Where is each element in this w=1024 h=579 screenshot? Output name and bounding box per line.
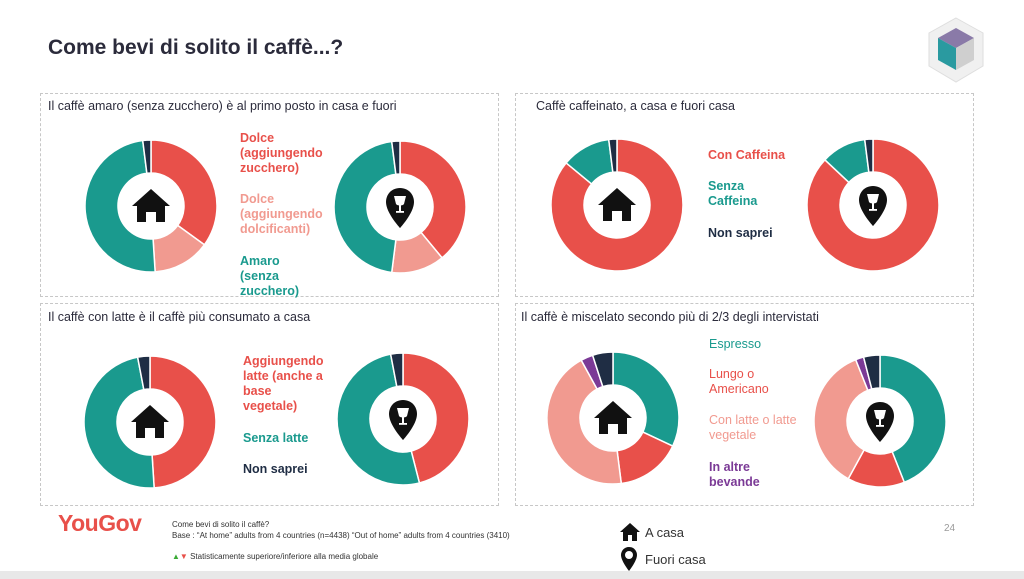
- legend-item: Con latte o latte vegetale: [709, 413, 797, 442]
- panel-caffeine: [515, 93, 974, 297]
- donut-slice: [150, 139, 218, 246]
- significance-text: Statisticamente superiore/inferiore alla…: [187, 552, 379, 561]
- key-away-label: Fuori casa: [645, 552, 706, 567]
- donut-home: [83, 355, 217, 489]
- donut-home: [84, 139, 218, 273]
- location-pin-icon: [859, 186, 887, 226]
- legend-item: Senza Caffeina: [708, 179, 758, 208]
- home-icon: [594, 401, 632, 434]
- yougov-logo: YouGov: [58, 510, 142, 536]
- donut-slice: [550, 138, 684, 272]
- home-icon: [132, 189, 170, 222]
- page-number: 24: [944, 523, 956, 534]
- donut-slice: [83, 356, 155, 489]
- panel-title-sweetness: Il caffè amaro (senza zucchero) è al pri…: [48, 99, 397, 113]
- donut-slice: [806, 138, 940, 272]
- donut-slice: [607, 138, 618, 174]
- donut-slice: [333, 140, 397, 274]
- legend-item: Senza latte: [243, 431, 309, 445]
- donut-slice: [141, 139, 152, 175]
- page-title: Come bevi di solito il caffè...?: [48, 36, 344, 59]
- donut-slice: [136, 355, 151, 391]
- home-icon: [598, 188, 636, 221]
- location-pin-icon: [386, 188, 414, 228]
- legend-item: Dolce (aggiungendo dolcificanti): [240, 192, 323, 236]
- footnote-base: Base : “At home” adults from 4 countries…: [172, 531, 510, 540]
- footnote-question: Come bevi di solito il caffè?: [172, 520, 270, 529]
- donut-slice: [402, 352, 470, 484]
- donut-slice: [879, 354, 947, 484]
- legend-item: In altre bevande: [709, 460, 760, 489]
- donut-slice: [863, 138, 874, 174]
- legend-item: Aggiungendo latte (anche a base vegetale…: [243, 354, 324, 413]
- bottom-bar: [0, 571, 1024, 579]
- legend-item: Lungo o Americano: [709, 367, 769, 396]
- donut-away: [806, 138, 940, 272]
- legend-item: Con Caffeina: [708, 148, 786, 162]
- donut-slice: [399, 140, 467, 259]
- location-pin-icon: [621, 547, 637, 571]
- home-icon: [620, 523, 640, 541]
- significance-up-icon: ▲: [172, 552, 180, 561]
- cube-logo-icon: [928, 17, 984, 83]
- donut-slice: [591, 351, 614, 388]
- donut-home: [546, 351, 680, 485]
- panel-title-caffeine: Caffè caffeinato, a casa e fuori casa: [536, 99, 735, 113]
- donut-slice: [546, 359, 623, 485]
- panel-title-mix: Il caffè è miscelato secondo più di 2/3 …: [521, 310, 819, 324]
- panel-sweetness: [40, 93, 499, 297]
- home-icon: [131, 405, 169, 438]
- donut-slice: [813, 358, 869, 480]
- legend-item: Dolce (aggiungendo zucchero): [240, 131, 323, 175]
- donut-slice: [389, 352, 404, 388]
- legend-item: Espresso: [709, 337, 762, 351]
- donut-home: [550, 138, 684, 272]
- panel-title-milk: Il caffè con latte è il caffè più consum…: [48, 310, 311, 324]
- donut-slice: [336, 353, 421, 486]
- legend-item: Amaro (senza zucchero): [240, 254, 300, 298]
- donut-slice: [390, 140, 401, 176]
- donut-away: [336, 352, 470, 486]
- donut-away: [813, 354, 947, 488]
- significance-down-icon: ▼: [179, 552, 188, 561]
- key-home-label: A casa: [645, 525, 685, 540]
- legend-item: Non saprei: [243, 462, 308, 476]
- location-pin-icon: [866, 402, 894, 442]
- panel-mix: [515, 303, 974, 506]
- panel-milk: [40, 303, 499, 506]
- legend-item: Non saprei: [708, 226, 773, 240]
- donut-away: [333, 140, 467, 274]
- donut-slice: [862, 354, 881, 390]
- donut-slice: [84, 139, 156, 273]
- location-pin-icon: [389, 400, 417, 440]
- donut-slice: [149, 355, 217, 489]
- significance-note: ▲▼ Statisticamente superiore/inferiore a…: [172, 552, 378, 561]
- donut-slice: [612, 351, 680, 448]
